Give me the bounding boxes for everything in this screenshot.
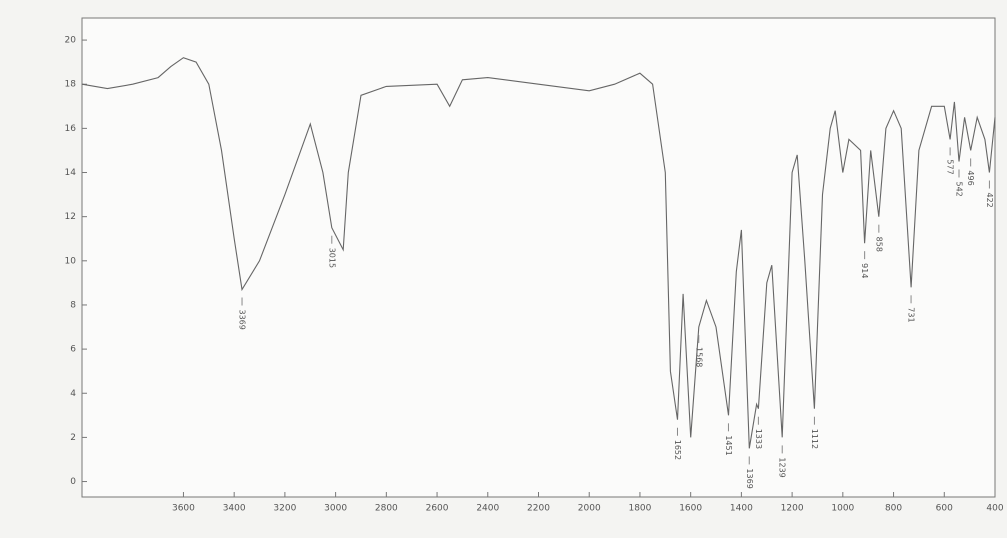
- x-tick-label: 2200: [527, 504, 550, 514]
- peak-label: 914: [860, 263, 869, 278]
- x-tick-label: 2000: [578, 504, 601, 514]
- x-tick-label: 3000: [324, 504, 347, 514]
- y-tick-label: 12: [65, 212, 76, 222]
- x-tick-label: 1800: [628, 504, 651, 514]
- peak-label: 3015: [327, 248, 336, 268]
- x-tick-label: 2800: [375, 504, 398, 514]
- y-tick-label: 4: [70, 389, 76, 399]
- peak-label: 542: [954, 181, 963, 196]
- peak-label: 1112: [810, 429, 819, 449]
- x-tick-label: 2600: [426, 504, 449, 514]
- x-tick-label: 2400: [476, 504, 499, 514]
- y-tick-label: 20: [65, 36, 77, 46]
- y-tick-label: 6: [70, 345, 76, 355]
- x-tick-label: 3400: [223, 504, 246, 514]
- y-tick-label: 16: [65, 124, 77, 134]
- x-tick-label: 800: [885, 504, 902, 514]
- peak-label: 1568: [694, 347, 703, 367]
- peak-label: 1239: [778, 457, 787, 477]
- peak-label: 1652: [673, 440, 682, 460]
- y-tick-label: 10: [65, 256, 77, 266]
- x-tick-label: 1000: [831, 504, 854, 514]
- spectrum-line: [81, 57, 996, 449]
- y-tick-label: 18: [65, 80, 77, 90]
- peak-label: 858: [874, 237, 883, 252]
- y-tick-label: 14: [65, 168, 77, 178]
- x-tick-label: 1400: [730, 504, 753, 514]
- peak-label: 496: [966, 170, 975, 185]
- plot-frame: [81, 17, 996, 498]
- peak-label: 1451: [724, 435, 733, 455]
- x-tick-label: 3200: [273, 504, 296, 514]
- peak-label: 1333: [754, 429, 763, 449]
- x-tick-label: 400: [986, 504, 1003, 514]
- x-tick-label: 600: [936, 504, 953, 514]
- peak-label: 1369: [745, 468, 754, 488]
- x-tick-label: 3600: [172, 504, 195, 514]
- peak-label: 3369: [238, 310, 247, 330]
- y-tick-label: 0: [70, 477, 76, 487]
- peak-label: 577: [946, 159, 955, 174]
- x-tick-label: 1600: [679, 504, 702, 514]
- y-tick-label: 2: [70, 433, 76, 443]
- y-tick-label: 8: [70, 300, 76, 310]
- peak-label: 731: [907, 307, 916, 322]
- peak-label: 422: [985, 193, 994, 208]
- x-tick-label: 1200: [781, 504, 804, 514]
